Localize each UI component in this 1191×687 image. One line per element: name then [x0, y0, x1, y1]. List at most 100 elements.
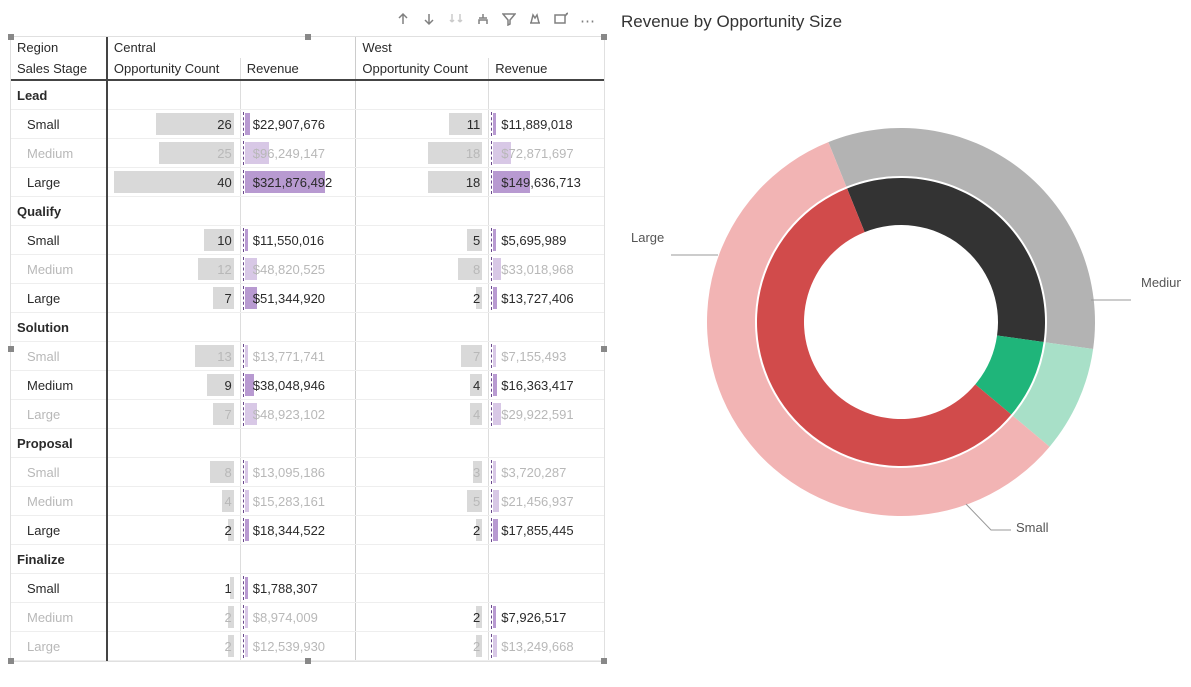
- revenue-cell[interactable]: $321,876,492: [240, 168, 356, 197]
- opportunity-count-cell[interactable]: 18: [356, 139, 489, 168]
- row-label[interactable]: Small: [11, 574, 107, 603]
- donut-chart[interactable]: MediumSmallLarge: [621, 42, 1181, 602]
- revenue-cell[interactable]: $96,249,147: [240, 139, 356, 168]
- opportunity-count-cell[interactable]: 40: [107, 168, 240, 197]
- opportunity-count-cell[interactable]: 2: [107, 632, 240, 661]
- opportunity-count-cell[interactable]: 3: [356, 458, 489, 487]
- measure-header[interactable]: Opportunity Count: [107, 58, 240, 80]
- drill-down-icon[interactable]: [422, 12, 436, 30]
- opportunity-count-cell[interactable]: 12: [107, 255, 240, 284]
- hierarchy-icon[interactable]: [476, 12, 490, 30]
- expand-down-icon[interactable]: [448, 12, 464, 30]
- revenue-cell[interactable]: $38,048,946: [240, 371, 356, 400]
- row-label[interactable]: Large: [11, 516, 107, 545]
- corner-header[interactable]: Region: [11, 37, 107, 58]
- matrix-table[interactable]: Region Central West Sales Stage Opportun…: [11, 37, 604, 661]
- revenue-cell[interactable]: $13,727,406: [489, 284, 604, 313]
- row-label[interactable]: Small: [11, 342, 107, 371]
- row-label[interactable]: Large: [11, 168, 107, 197]
- opportunity-count-cell[interactable]: 2: [356, 284, 489, 313]
- opportunity-count-cell[interactable]: 25: [107, 139, 240, 168]
- row-axis-header[interactable]: Sales Stage: [11, 58, 107, 80]
- opportunity-count-cell[interactable]: 9: [107, 371, 240, 400]
- revenue-cell[interactable]: $13,095,186: [240, 458, 356, 487]
- revenue-cell[interactable]: $33,018,968: [489, 255, 604, 284]
- revenue-cell[interactable]: $22,907,676: [240, 110, 356, 139]
- row-label[interactable]: Medium: [11, 371, 107, 400]
- revenue-cell[interactable]: $16,363,417: [489, 371, 604, 400]
- opportunity-count-cell[interactable]: 2: [356, 603, 489, 632]
- revenue-cell[interactable]: $51,344,920: [240, 284, 356, 313]
- row-label[interactable]: Small: [11, 458, 107, 487]
- revenue-cell[interactable]: $15,283,161: [240, 487, 356, 516]
- row-label[interactable]: Small: [11, 110, 107, 139]
- slice-label: Medium: [1141, 275, 1181, 290]
- row-label[interactable]: Medium: [11, 603, 107, 632]
- matrix-visual[interactable]: ⋯ Region Central West Sales Stage Opport…: [10, 10, 605, 662]
- measure-header[interactable]: Opportunity Count: [356, 58, 489, 80]
- revenue-cell[interactable]: $48,923,102: [240, 400, 356, 429]
- drill-up-icon[interactable]: [396, 12, 410, 30]
- revenue-cell[interactable]: $149,636,713: [489, 168, 604, 197]
- revenue-cell[interactable]: $18,344,522: [240, 516, 356, 545]
- row-label[interactable]: Medium: [11, 139, 107, 168]
- revenue-cell[interactable]: $29,922,591: [489, 400, 604, 429]
- group-row[interactable]: Solution: [11, 313, 107, 342]
- revenue-cell[interactable]: $1,788,307: [240, 574, 356, 603]
- group-row[interactable]: Proposal: [11, 429, 107, 458]
- opportunity-count-cell[interactable]: 2: [107, 603, 240, 632]
- row-label[interactable]: Medium: [11, 487, 107, 516]
- measure-header[interactable]: Revenue: [240, 58, 356, 80]
- slice-label: Small: [1016, 520, 1049, 535]
- opportunity-count-cell[interactable]: 5: [356, 226, 489, 255]
- opportunity-count-cell[interactable]: 4: [107, 487, 240, 516]
- opportunity-count-cell[interactable]: 7: [356, 342, 489, 371]
- region-header-central[interactable]: Central: [107, 37, 356, 58]
- row-label[interactable]: Large: [11, 632, 107, 661]
- revenue-cell[interactable]: $13,771,741: [240, 342, 356, 371]
- opportunity-count-cell[interactable]: 10: [107, 226, 240, 255]
- filter-icon[interactable]: [502, 12, 516, 30]
- row-label[interactable]: Large: [11, 284, 107, 313]
- group-row[interactable]: Qualify: [11, 197, 107, 226]
- revenue-cell[interactable]: $8,974,009: [240, 603, 356, 632]
- spotlight-icon[interactable]: [528, 12, 542, 30]
- opportunity-count-cell[interactable]: 26: [107, 110, 240, 139]
- opportunity-count-cell[interactable]: 11: [356, 110, 489, 139]
- revenue-cell[interactable]: $5,695,989: [489, 226, 604, 255]
- opportunity-count-cell[interactable]: 2: [107, 516, 240, 545]
- row-label[interactable]: Large: [11, 400, 107, 429]
- revenue-cell[interactable]: $13,249,668: [489, 632, 604, 661]
- revenue-cell[interactable]: $12,539,930: [240, 632, 356, 661]
- opportunity-count-cell[interactable]: 5: [356, 487, 489, 516]
- revenue-cell[interactable]: $17,855,445: [489, 516, 604, 545]
- revenue-cell[interactable]: $7,155,493: [489, 342, 604, 371]
- opportunity-count-cell[interactable]: 7: [107, 400, 240, 429]
- more-options-icon[interactable]: ⋯: [580, 12, 595, 30]
- opportunity-count-cell[interactable]: 2: [356, 632, 489, 661]
- donut-visual[interactable]: Revenue by Opportunity Size MediumSmallL…: [605, 10, 1181, 662]
- opportunity-count-cell[interactable]: 8: [107, 458, 240, 487]
- measure-header[interactable]: Revenue: [489, 58, 604, 80]
- revenue-cell[interactable]: $72,871,697: [489, 139, 604, 168]
- revenue-cell[interactable]: $11,889,018: [489, 110, 604, 139]
- revenue-cell[interactable]: $21,456,937: [489, 487, 604, 516]
- row-label[interactable]: Medium: [11, 255, 107, 284]
- opportunity-count-cell[interactable]: 18: [356, 168, 489, 197]
- revenue-cell[interactable]: $11,550,016: [240, 226, 356, 255]
- revenue-cell[interactable]: $7,926,517: [489, 603, 604, 632]
- opportunity-count-cell[interactable]: 4: [356, 371, 489, 400]
- opportunity-count-cell[interactable]: 1: [107, 574, 240, 603]
- group-row[interactable]: Lead: [11, 80, 107, 110]
- region-header-west[interactable]: West: [356, 37, 604, 58]
- opportunity-count-cell[interactable]: 2: [356, 516, 489, 545]
- opportunity-count-cell[interactable]: 4: [356, 400, 489, 429]
- revenue-cell[interactable]: $3,720,287: [489, 458, 604, 487]
- focus-mode-icon[interactable]: [554, 12, 568, 30]
- opportunity-count-cell[interactable]: 7: [107, 284, 240, 313]
- opportunity-count-cell[interactable]: 13: [107, 342, 240, 371]
- row-label[interactable]: Small: [11, 226, 107, 255]
- revenue-cell[interactable]: $48,820,525: [240, 255, 356, 284]
- group-row[interactable]: Finalize: [11, 545, 107, 574]
- opportunity-count-cell[interactable]: 8: [356, 255, 489, 284]
